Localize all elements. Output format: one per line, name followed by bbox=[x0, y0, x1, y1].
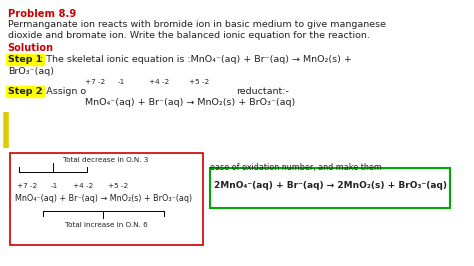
Text: Step 2: Step 2 bbox=[8, 87, 42, 96]
Text: -1: -1 bbox=[118, 79, 125, 85]
Text: dioxide and bromate ion. Write the balanced ionic equation for the reaction.: dioxide and bromate ion. Write the balan… bbox=[8, 31, 370, 40]
Text: MnO₄⁻(aq) + Br⁻(aq) → MnO₂(s) + BrO₃⁻(aq): MnO₄⁻(aq) + Br⁻(aq) → MnO₂(s) + BrO₃⁻(aq… bbox=[85, 98, 295, 107]
Text: -1: -1 bbox=[50, 183, 57, 189]
FancyBboxPatch shape bbox=[9, 153, 202, 245]
Text: Solution: Solution bbox=[8, 43, 54, 53]
Text: ease of oxidation number, and make them: ease of oxidation number, and make them bbox=[210, 163, 382, 172]
FancyBboxPatch shape bbox=[210, 168, 450, 208]
Text: MnO₄⁻(aq) + Br⁻(aq) → MnO₂(s) + BrO₃⁻(aq): MnO₄⁻(aq) + Br⁻(aq) → MnO₂(s) + BrO₃⁻(aq… bbox=[16, 194, 192, 203]
Text: Total increase in O.N. 6: Total increase in O.N. 6 bbox=[65, 222, 147, 228]
Text: : Assign o: : Assign o bbox=[39, 87, 86, 96]
Text: 2MnO₄⁻(aq) + Br⁻(aq) → 2MnO₂(s) + BrO₃⁻(aq): 2MnO₄⁻(aq) + Br⁻(aq) → 2MnO₂(s) + BrO₃⁻(… bbox=[214, 181, 447, 189]
Text: +7 -2: +7 -2 bbox=[85, 79, 105, 85]
Text: BrO₃⁻(aq): BrO₃⁻(aq) bbox=[8, 67, 54, 76]
Text: +5 -2: +5 -2 bbox=[108, 183, 128, 189]
Text: +7 -2: +7 -2 bbox=[18, 183, 37, 189]
Text: +4 -2: +4 -2 bbox=[149, 79, 170, 85]
Text: Step 1: Step 1 bbox=[8, 55, 42, 64]
Text: Total decrease in O.N. 3: Total decrease in O.N. 3 bbox=[64, 157, 149, 163]
Text: +5 -2: +5 -2 bbox=[189, 79, 210, 85]
Text: Permanganate ion reacts with bromide ion in basic medium to give manganese: Permanganate ion reacts with bromide ion… bbox=[8, 20, 386, 29]
Text: +4 -2: +4 -2 bbox=[73, 183, 93, 189]
Text: reductant:-: reductant:- bbox=[237, 87, 289, 96]
Text: : The skeletal ionic equation is :MnO₄⁻(aq) + Br⁻(aq) → MnO₂(s) +: : The skeletal ionic equation is :MnO₄⁻(… bbox=[39, 55, 351, 64]
Text: Problem 8.9: Problem 8.9 bbox=[8, 9, 76, 19]
